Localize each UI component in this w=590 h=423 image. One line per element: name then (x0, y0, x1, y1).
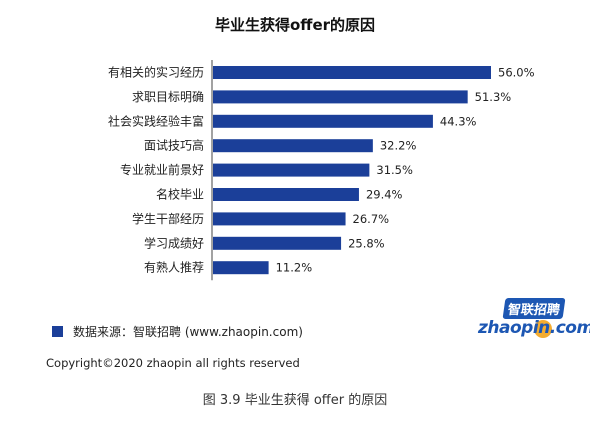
category-label: 学生干部经历 (132, 211, 204, 226)
legend-source-text: 数据来源：智联招聘 (www.zhaopin.com) (73, 324, 303, 339)
value-label: 11.2% (276, 261, 313, 275)
category-label: 求职目标明确 (132, 90, 204, 104)
bar (213, 66, 491, 79)
value-label: 25.8% (348, 236, 385, 250)
bar (213, 90, 468, 104)
category-label: 有相关的实习经历 (108, 65, 204, 80)
bar (213, 188, 359, 201)
logo-cn: 智联招聘 (502, 298, 566, 319)
legend: 数据来源：智联招聘 (www.zhaopin.com) (52, 323, 303, 339)
value-label: 31.5% (376, 163, 413, 177)
logo-en: zhaopin.com (478, 318, 590, 338)
bar (213, 139, 373, 153)
category-label: 专业就业前景好 (120, 162, 204, 177)
zhaopin-logo: 智联招聘 zhaopin.com (478, 296, 590, 344)
value-label: 32.2% (380, 139, 417, 153)
copyright-text: Copyright©2020 zhaopin all rights reserv… (46, 356, 300, 370)
category-label: 面试技巧高 (144, 138, 204, 153)
bar (213, 163, 370, 177)
bar (213, 261, 269, 275)
figure-caption: 图 3.9 毕业生获得 offer 的原因 (202, 393, 388, 408)
value-label: 26.7% (353, 212, 390, 226)
chart-title: 毕业生获得offer的原因 (214, 16, 376, 34)
category-label: 名校毕业 (156, 187, 204, 202)
value-label: 51.3% (475, 90, 512, 104)
value-label: 44.3% (440, 114, 477, 128)
bar (213, 114, 433, 128)
legend-swatch (52, 325, 63, 337)
bar (213, 212, 346, 226)
value-label: 29.4% (366, 188, 403, 202)
bar (213, 236, 342, 250)
category-label: 社会实践经验丰富 (108, 113, 204, 128)
value-label: 56.0% (498, 66, 535, 80)
category-label: 学习成绩好 (144, 235, 204, 250)
category-label: 有熟人推荐 (144, 260, 204, 275)
bar-chart: 有相关的实习经历 56.0% 求职目标明确 51.3% 社会实践经验丰富 44.3% 面试技… (108, 60, 535, 281)
